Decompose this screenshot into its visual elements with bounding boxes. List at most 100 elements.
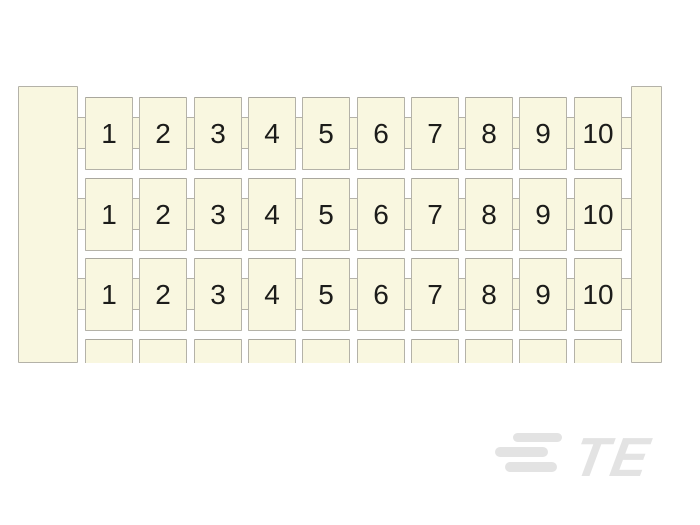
marker-cell: 2 — [139, 258, 187, 331]
marker-cell — [248, 339, 296, 363]
connector-tab — [404, 278, 412, 310]
marker-cell-label: 3 — [210, 117, 226, 149]
connector-tab — [349, 198, 358, 230]
marker-cell — [85, 339, 133, 363]
te-logo-bar-middle — [495, 447, 548, 457]
te-logo-bar-top — [513, 433, 562, 442]
rail-connector-tab — [621, 198, 632, 230]
marker-cell: 9 — [519, 97, 567, 170]
connector-tab — [241, 117, 249, 149]
rail-connector-tab — [76, 278, 86, 310]
marker-cell-label: 7 — [427, 278, 443, 310]
rail-connector-tab — [76, 117, 86, 149]
connector-tab — [186, 278, 195, 310]
connector-tab — [295, 198, 303, 230]
left-rail — [18, 86, 78, 363]
connector-tab — [295, 278, 303, 310]
marker-cell — [465, 339, 513, 363]
connector-tab — [132, 198, 140, 230]
marker-cell: 10 — [574, 258, 622, 331]
marker-cell-label: 8 — [481, 278, 497, 310]
marker-cell-label: 3 — [210, 278, 226, 310]
marker-cell: 8 — [465, 178, 513, 251]
marker-cell: 8 — [465, 97, 513, 170]
marker-cell-label: 4 — [264, 278, 280, 310]
marker-cell-label: 5 — [318, 198, 334, 230]
connector-tab — [186, 198, 195, 230]
marker-cell-label: 2 — [155, 198, 171, 230]
marker-cell-label: 4 — [264, 198, 280, 230]
right-rail — [631, 86, 662, 363]
marker-cell-label: 6 — [373, 117, 389, 149]
marker-cell-label: 8 — [481, 198, 497, 230]
marker-cell-label: 2 — [155, 117, 171, 149]
marker-cell — [139, 339, 187, 363]
marker-cell: 10 — [574, 178, 622, 251]
marker-cell-label: 10 — [582, 278, 614, 310]
marker-cell — [194, 339, 242, 363]
marker-cell-label: 8 — [481, 117, 497, 149]
marker-strip-photo: 1 2 3 4 5 6 7 8 9 10 1 2 3 4 5 6 7 8 9 10 1 2 3 4 5 6 7 8 9 10 — [18, 86, 662, 363]
marker-cell: 2 — [139, 178, 187, 251]
marker-cell-label: 5 — [318, 117, 334, 149]
te-logo: TE — [493, 426, 673, 488]
marker-cell: 1 — [85, 258, 133, 331]
marker-cell: 3 — [194, 97, 242, 170]
marker-cell-label: 1 — [101, 278, 117, 310]
marker-cell-label: 1 — [101, 198, 117, 230]
connector-tab — [404, 117, 412, 149]
te-logo-text: TE — [569, 426, 657, 488]
marker-cell: 1 — [85, 97, 133, 170]
marker-cell: 5 — [302, 258, 350, 331]
connector-tab — [349, 117, 358, 149]
marker-cell: 6 — [357, 258, 405, 331]
marker-cell-label: 4 — [264, 117, 280, 149]
connector-tab — [512, 198, 520, 230]
marker-cell-label: 9 — [535, 278, 551, 310]
marker-cell — [302, 339, 350, 363]
marker-cell — [519, 339, 567, 363]
connector-tab — [512, 278, 520, 310]
marker-cell-label: 10 — [582, 198, 614, 230]
marker-cell: 9 — [519, 178, 567, 251]
marker-cell-label: 7 — [427, 198, 443, 230]
marker-cell: 3 — [194, 258, 242, 331]
marker-cell: 8 — [465, 258, 513, 331]
connector-tab — [132, 117, 140, 149]
marker-cell — [574, 339, 622, 363]
marker-cell-label: 7 — [427, 117, 443, 149]
marker-cell: 7 — [411, 97, 459, 170]
marker-cell — [357, 339, 405, 363]
connector-tab — [458, 198, 466, 230]
marker-cell-label: 10 — [582, 117, 614, 149]
connector-tab — [566, 278, 575, 310]
marker-cell: 7 — [411, 258, 459, 331]
marker-cell: 6 — [357, 97, 405, 170]
marker-cell-label: 6 — [373, 198, 389, 230]
marker-cell-label: 9 — [535, 198, 551, 230]
marker-cell-label: 6 — [373, 278, 389, 310]
marker-cell: 5 — [302, 178, 350, 251]
te-logo-bar-bottom — [505, 462, 557, 472]
connector-tab — [458, 278, 466, 310]
marker-cell: 4 — [248, 97, 296, 170]
rail-connector-tab — [76, 198, 86, 230]
marker-cell: 7 — [411, 178, 459, 251]
connector-tab — [566, 117, 575, 149]
marker-cell: 2 — [139, 97, 187, 170]
marker-cell: 3 — [194, 178, 242, 251]
rail-connector-tab — [621, 278, 632, 310]
connector-tab — [404, 198, 412, 230]
connector-tab — [241, 198, 249, 230]
marker-cell-label: 2 — [155, 278, 171, 310]
marker-cell: 5 — [302, 97, 350, 170]
marker-cell: 9 — [519, 258, 567, 331]
marker-cell: 6 — [357, 178, 405, 251]
connector-tab — [241, 278, 249, 310]
marker-cell-label: 5 — [318, 278, 334, 310]
connector-tab — [458, 117, 466, 149]
marker-cell: 4 — [248, 178, 296, 251]
marker-cell-label: 9 — [535, 117, 551, 149]
connector-tab — [566, 198, 575, 230]
marker-cell-label: 1 — [101, 117, 117, 149]
